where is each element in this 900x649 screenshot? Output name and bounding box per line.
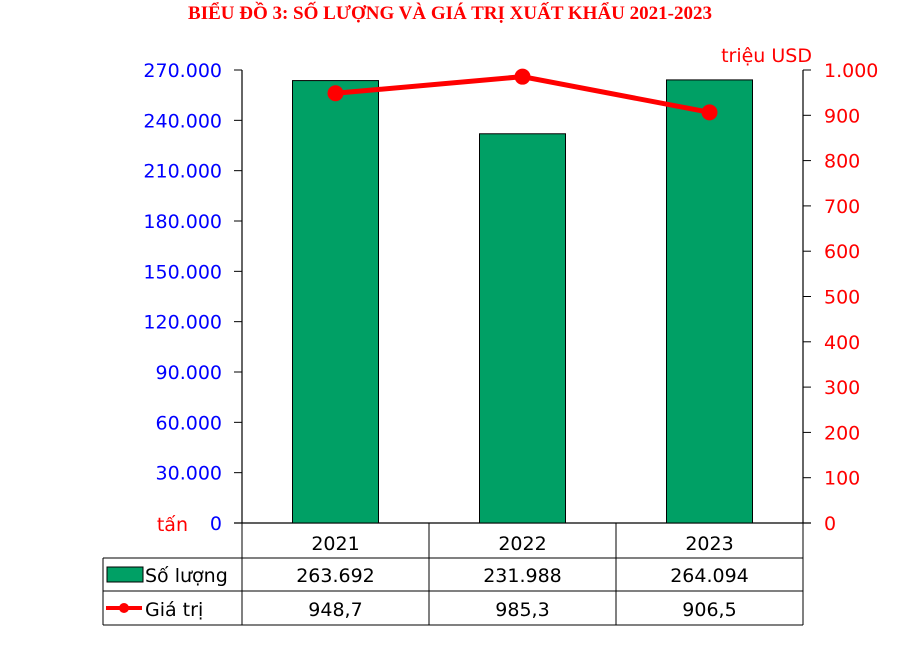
data-label-gia-tri: 906,5 <box>682 599 736 621</box>
legend-line-marker <box>119 603 129 613</box>
data-label-gia-tri: 985,3 <box>495 599 549 621</box>
left-axis-unit: tấn <box>157 514 188 536</box>
bar-2022 <box>479 133 566 524</box>
right-tick-label: 100 <box>824 468 860 490</box>
legend-bar-key <box>106 566 144 583</box>
data-label-so-luong: 264.094 <box>670 565 749 587</box>
right-tick-label: 400 <box>824 332 860 354</box>
category-label: 2023 <box>685 533 733 555</box>
right-tick-label: 0 <box>824 513 836 535</box>
right-axis-unit: triệu USD <box>721 45 812 67</box>
value-point-2023 <box>701 104 718 121</box>
legend-so-luong: Số lượng <box>145 565 228 587</box>
right-tick-label: 900 <box>824 105 860 127</box>
category-label: 2022 <box>498 533 546 555</box>
left-tick-label: 60.000 <box>156 412 222 434</box>
left-tick-label: 150.000 <box>143 261 222 283</box>
left-tick-label: 120.000 <box>143 312 222 334</box>
right-tick-label: 1.000 <box>824 60 878 82</box>
right-tick-label: 300 <box>824 377 860 399</box>
right-tick-label: 700 <box>824 196 860 218</box>
right-tick-label: 600 <box>824 241 860 263</box>
value-point-2022 <box>514 68 531 85</box>
right-tick-label: 800 <box>824 151 860 173</box>
data-label-so-luong: 231.988 <box>483 565 562 587</box>
left-tick-label: 0 <box>210 513 222 535</box>
bar-2023 <box>666 79 753 524</box>
data-label-so-luong: 263.692 <box>296 565 375 587</box>
right-tick-label: 500 <box>824 287 860 309</box>
data-label-gia-tri: 948,7 <box>308 599 362 621</box>
category-label: 2021 <box>311 533 359 555</box>
legend-gia-tri: Giá trị <box>145 599 203 621</box>
chart-title: BIỂU ĐỒ 3: SỐ LƯỢNG VÀ GIÁ TRỊ XUẤT KHẨU… <box>188 3 712 24</box>
left-tick-label: 90.000 <box>156 362 222 384</box>
value-point-2021 <box>327 85 344 102</box>
left-tick-label: 210.000 <box>143 161 222 183</box>
left-tick-label: 180.000 <box>143 211 222 233</box>
bar-2021 <box>292 80 379 524</box>
right-tick-label: 200 <box>824 422 860 444</box>
left-tick-label: 30.000 <box>156 463 222 485</box>
left-tick-label: 240.000 <box>143 110 222 132</box>
left-tick-label: 270.000 <box>143 60 222 82</box>
